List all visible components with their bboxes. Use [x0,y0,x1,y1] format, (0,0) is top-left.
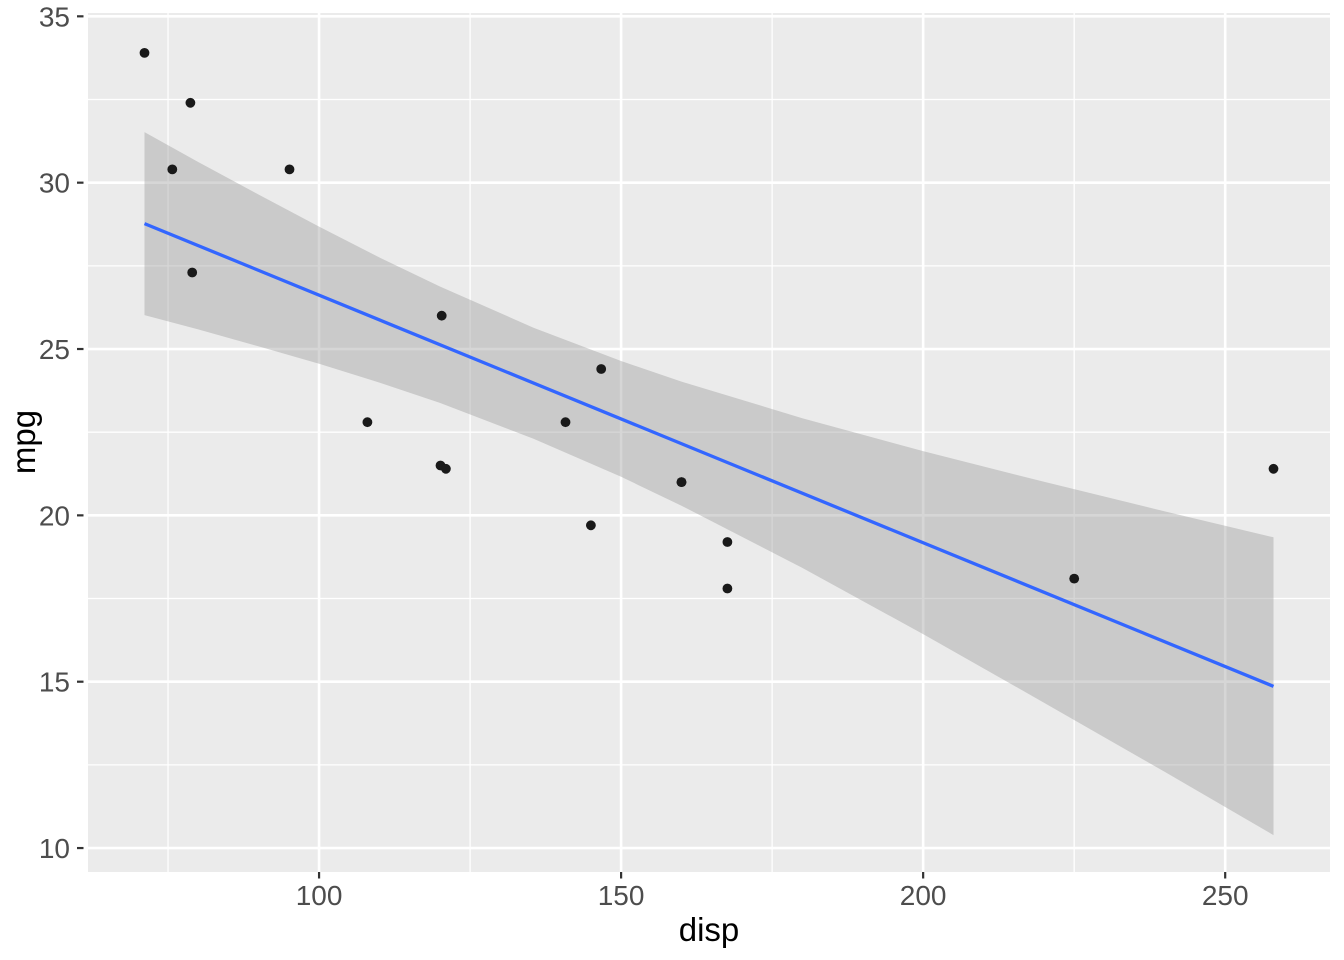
minor-gridlines [88,13,1330,872]
data-point [139,48,150,58]
y-tick-label: 35 [39,1,70,32]
data-point [1268,463,1279,474]
data-point [167,164,178,175]
x-tick-label: 200 [900,880,947,911]
data-point [560,417,571,428]
y-tick-label: 20 [39,500,70,531]
x-axis-tick-labels: 100 150 200 250 [296,880,1249,911]
y-tick-label: 30 [39,168,70,199]
data-point [284,164,295,175]
data-point [722,583,733,594]
x-tick-label: 250 [1202,880,1249,911]
data-point [185,97,196,108]
data-point [1069,573,1080,584]
major-gridlines [88,13,1330,872]
regression-line [143,222,1275,688]
data-point [441,463,451,474]
x-axis-title: disp [679,911,740,948]
y-tick-label: 25 [39,334,70,365]
axis-tick-marks [77,15,1227,879]
y-axis-tick-labels: 10 15 20 25 30 35 [39,1,70,864]
y-tick-label: 15 [39,667,70,698]
y-axis-title: mpg [5,410,42,474]
data-point [436,310,447,321]
data-point [187,267,198,278]
data-points [139,48,1279,594]
confidence-ribbon [144,132,1274,836]
x-tick-label: 150 [598,880,645,911]
data-point [722,537,733,547]
data-point [362,417,373,428]
data-point [596,364,607,374]
plot-panel [88,13,1330,872]
data-point [676,477,687,487]
data-point [586,520,596,531]
x-tick-label: 100 [296,880,343,911]
y-tick-label: 10 [39,833,70,864]
